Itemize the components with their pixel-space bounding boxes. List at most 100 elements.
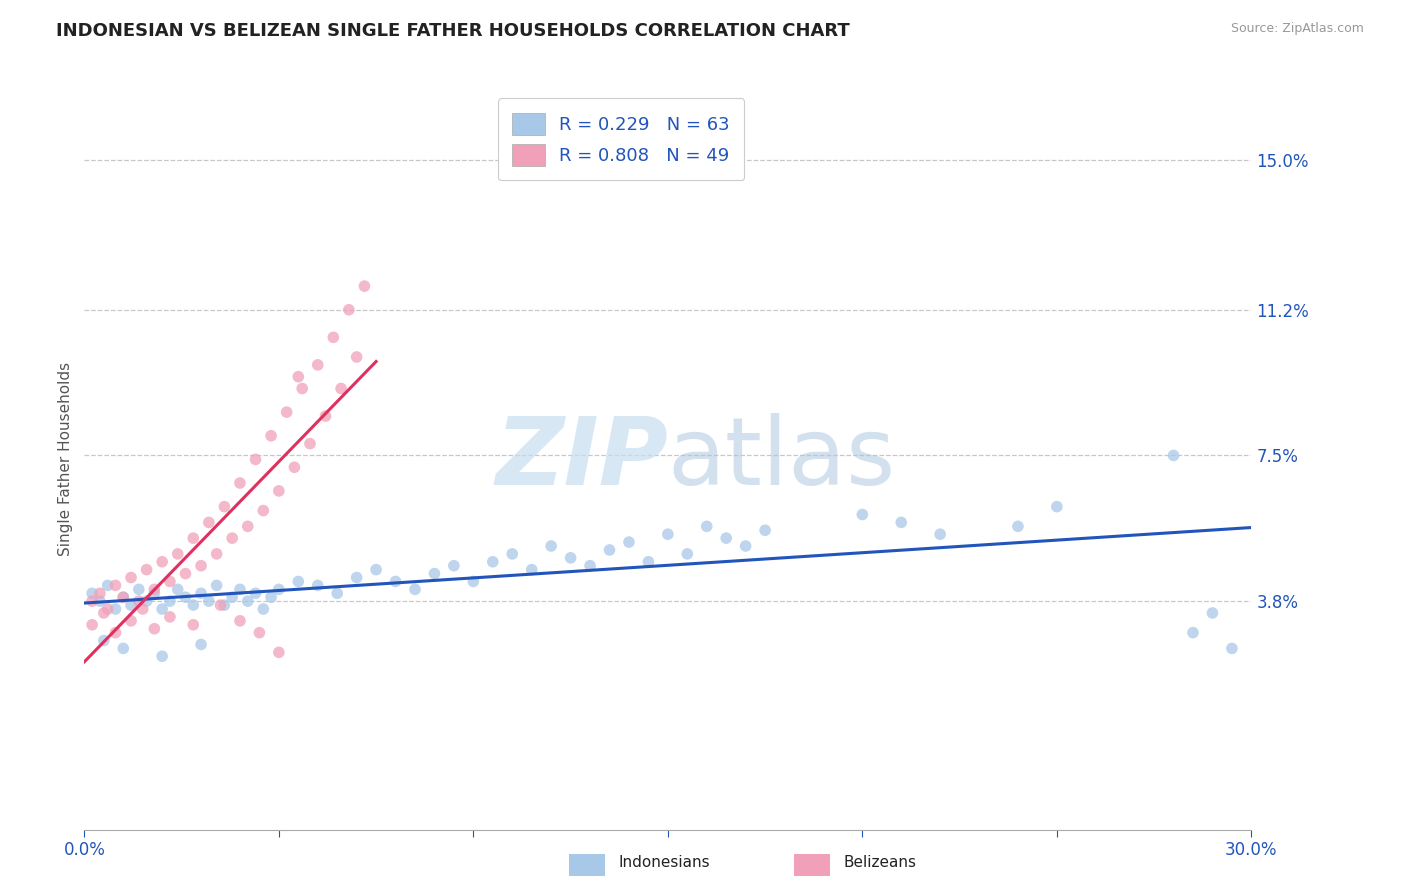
Point (143, 582, 166, 597)
Point (198, 594, 221, 608)
Point (560, 550, 582, 565)
Point (353, 279, 375, 293)
Point (252, 602, 274, 616)
Point (143, 622, 166, 636)
Point (150, 649, 173, 664)
Point (120, 614, 142, 628)
Point (97, 578, 120, 592)
Point (267, 582, 290, 597)
Point (384, 574, 406, 589)
Point (120, 598, 142, 612)
Point (205, 547, 228, 561)
Text: Source: ZipAtlas.com: Source: ZipAtlas.com (1230, 22, 1364, 36)
Point (112, 641, 135, 656)
Point (1163, 449, 1185, 463)
Point (851, 508, 873, 522)
Point (229, 475, 252, 490)
Point (657, 527, 679, 541)
Point (93, 633, 115, 648)
Point (143, 586, 166, 600)
Point (267, 483, 290, 498)
Point (366, 563, 388, 577)
Point (307, 578, 329, 592)
Point (929, 527, 952, 541)
Point (214, 598, 236, 612)
Point (159, 610, 181, 624)
Point (190, 637, 212, 651)
Point (890, 516, 912, 530)
Text: Indonesians: Indonesians (619, 855, 710, 870)
Point (190, 558, 212, 573)
Point (128, 594, 150, 608)
Point (104, 602, 127, 616)
Point (150, 602, 173, 616)
Point (181, 617, 204, 632)
Point (221, 531, 243, 545)
Point (209, 598, 232, 612)
Point (181, 598, 204, 612)
Point (89, 586, 111, 600)
Point (82, 594, 104, 608)
Point (267, 645, 290, 659)
Point (135, 563, 157, 577)
Text: atlas: atlas (668, 413, 896, 506)
Point (104, 625, 127, 640)
Point (166, 547, 188, 561)
Point (283, 460, 305, 475)
Legend: R = 0.229   N = 63, R = 0.808   N = 49: R = 0.229 N = 63, R = 0.808 N = 49 (498, 98, 744, 180)
Point (150, 555, 173, 569)
Point (276, 405, 298, 419)
Point (174, 591, 197, 605)
Point (330, 382, 353, 396)
Point (423, 566, 446, 581)
Point (252, 503, 274, 517)
Point (617, 535, 640, 549)
Point (501, 547, 523, 561)
Point (181, 531, 204, 545)
Point (97, 602, 120, 616)
Point (82, 617, 104, 632)
Point (298, 436, 321, 450)
Point (1181, 625, 1204, 640)
Point (734, 539, 756, 553)
Point (93, 606, 115, 620)
Point (236, 519, 259, 533)
Point (229, 582, 252, 597)
Point (1201, 606, 1223, 620)
Point (82, 586, 104, 600)
Point (754, 523, 776, 537)
Point (229, 614, 252, 628)
Point (307, 358, 329, 372)
Y-axis label: Single Father Households: Single Father Households (58, 362, 73, 557)
Point (346, 350, 368, 364)
Text: ZIP: ZIP (495, 413, 668, 506)
Point (291, 382, 314, 396)
Point (135, 594, 157, 608)
Point (260, 429, 283, 443)
Point (214, 500, 236, 514)
Point (174, 566, 197, 581)
Point (482, 555, 505, 569)
Point (1046, 500, 1069, 514)
Point (346, 570, 368, 584)
Point (236, 594, 259, 608)
Point (315, 409, 337, 423)
Point (260, 591, 283, 605)
Point (112, 591, 135, 605)
Point (716, 531, 738, 545)
Point (89, 594, 111, 608)
Point (159, 574, 181, 589)
Point (190, 586, 212, 600)
Point (112, 591, 135, 605)
Text: Belizeans: Belizeans (844, 855, 917, 870)
Point (696, 519, 718, 533)
Point (1220, 641, 1243, 656)
Point (443, 558, 465, 573)
Point (1007, 519, 1029, 533)
Point (198, 516, 221, 530)
Point (337, 302, 360, 317)
Point (287, 369, 309, 384)
Point (132, 602, 155, 616)
Point (637, 555, 659, 569)
Point (249, 625, 271, 640)
